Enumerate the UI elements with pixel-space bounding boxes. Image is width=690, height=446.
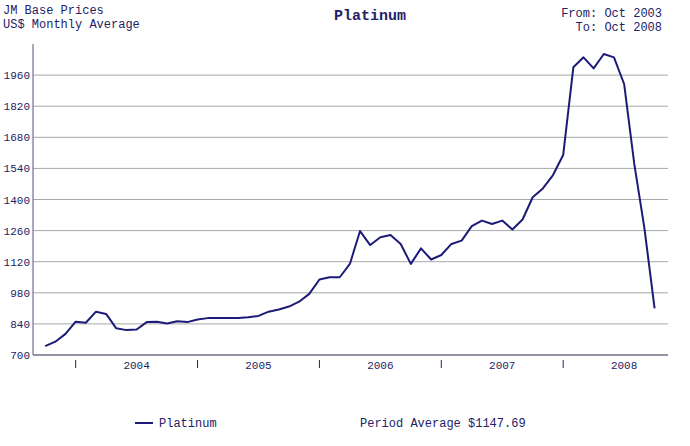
unit-label: US$ Monthly Average: [3, 18, 140, 32]
y-axis: [33, 44, 34, 355]
legend-label: Platinum: [159, 417, 217, 431]
background: [0, 0, 690, 446]
series-line: [45, 54, 654, 346]
period-average: Period Average $1147.69: [360, 417, 526, 431]
y-tick-label: 1960: [4, 70, 30, 82]
y-tick-label: 980: [10, 288, 30, 300]
grid-line: [33, 323, 668, 324]
source-label: JM Base Prices: [3, 4, 104, 18]
x-tick-label: 2008: [611, 360, 637, 372]
grid-line: [33, 168, 668, 169]
x-tick-label: 2005: [245, 360, 271, 372]
y-tick-label: 1540: [4, 163, 30, 175]
date-to: To: Oct 2008: [576, 21, 662, 35]
y-tick-label: 700: [10, 350, 30, 362]
x-tick-label: 2007: [489, 360, 515, 372]
x-axis: [33, 355, 668, 356]
y-tick-label: 840: [10, 319, 30, 331]
x-tick-label: 2004: [123, 360, 150, 372]
legend-swatch: [135, 422, 153, 424]
x-tick-label: 2006: [367, 360, 393, 372]
y-tick-label: 1680: [4, 132, 30, 144]
date-from: From: Oct 2003: [561, 7, 662, 21]
grid-line: [33, 199, 668, 200]
grid-line: [33, 292, 668, 293]
grid-line: [33, 137, 668, 138]
plot-area: [45, 54, 654, 346]
x-tick: [441, 360, 442, 368]
grid-line: [33, 106, 668, 107]
x-tick: [197, 360, 198, 368]
x-tick: [563, 360, 564, 368]
y-tick-label: 1400: [4, 195, 30, 207]
x-tick: [75, 360, 76, 368]
grid-line: [33, 230, 668, 231]
title: Platinum: [334, 8, 406, 25]
x-tick: [319, 360, 320, 368]
y-tick-label: 1120: [4, 257, 30, 269]
chart: 700 840 980 1120 1260 1400 1540 1680 1820 1960 200…: [0, 0, 690, 446]
y-tick-label: 1260: [4, 226, 30, 238]
y-tick-label: 1820: [4, 101, 30, 113]
grid-line: [33, 355, 668, 356]
